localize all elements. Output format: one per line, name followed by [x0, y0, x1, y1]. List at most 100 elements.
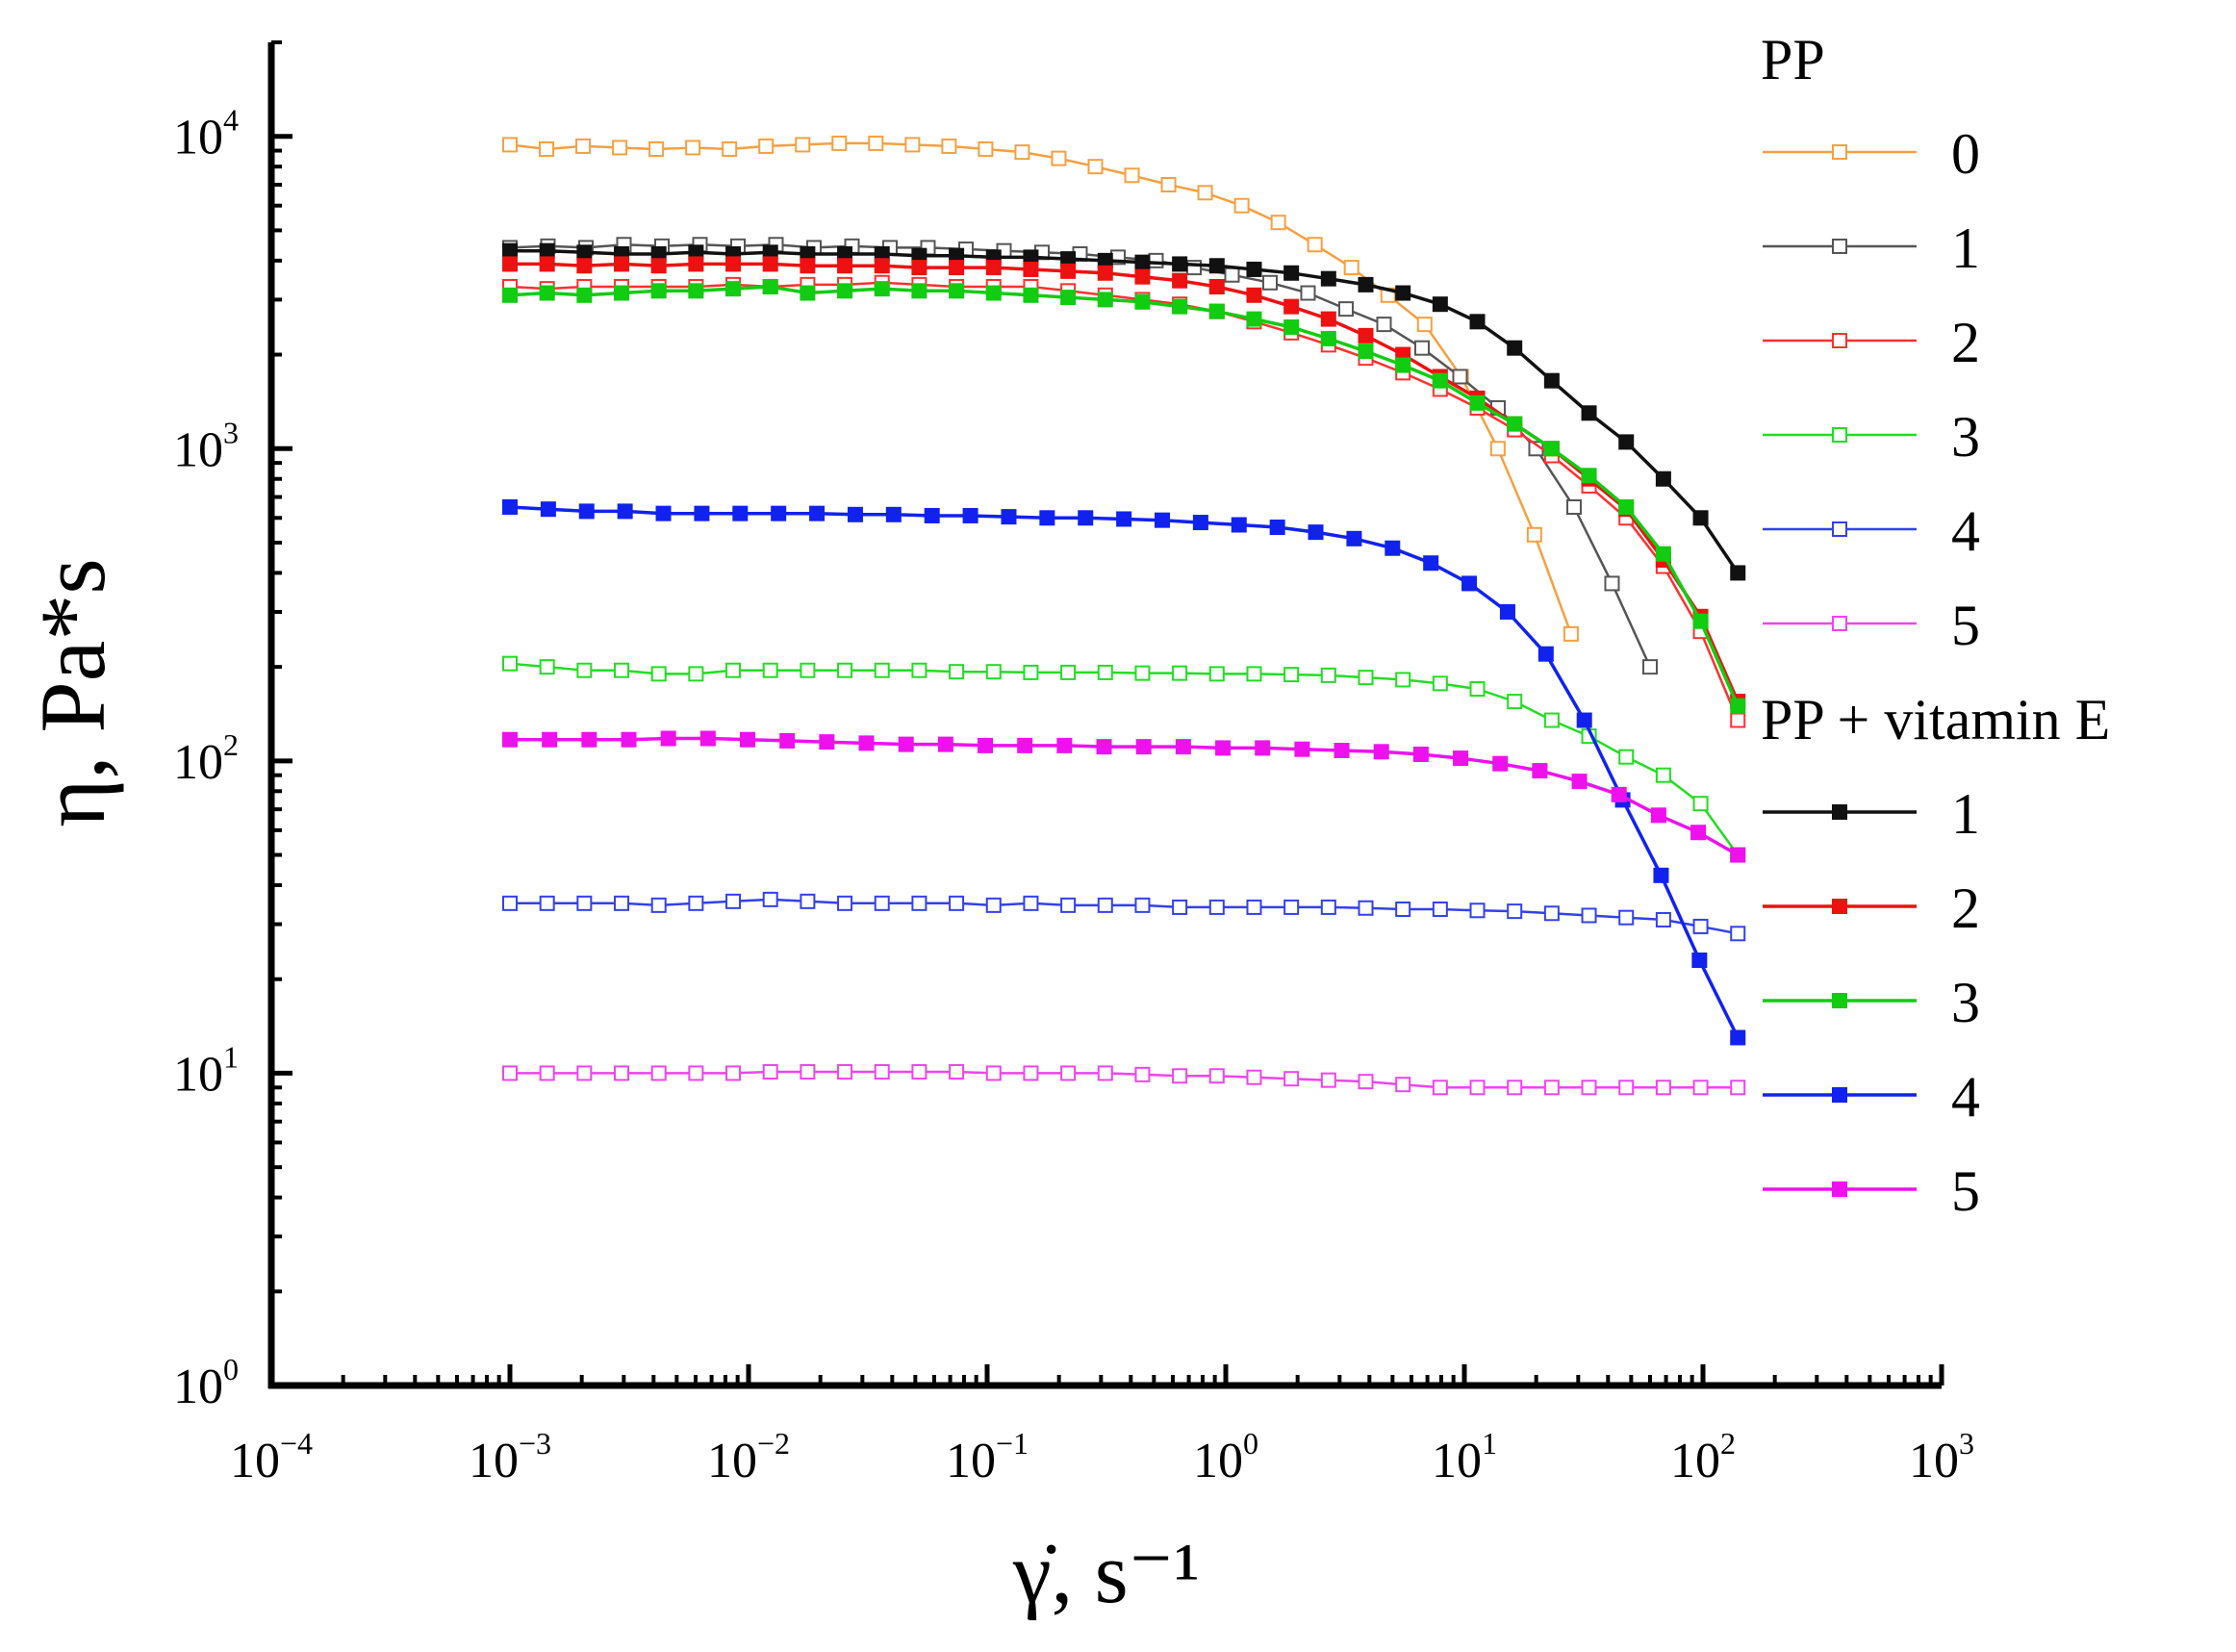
- data-point: [1395, 357, 1411, 373]
- data-point: [1172, 899, 1188, 915]
- data-point: [502, 242, 518, 259]
- data-point: [1432, 902, 1448, 918]
- data-point: [740, 731, 756, 748]
- data-point: [576, 258, 593, 274]
- data-point: [1283, 667, 1300, 683]
- data-point: [1087, 159, 1104, 175]
- data-point: [1097, 265, 1113, 281]
- series-line: [510, 262, 1740, 702]
- data-point: [1097, 897, 1113, 913]
- data-point: [1452, 369, 1468, 385]
- x-tick-label: 10−4: [230, 1426, 313, 1488]
- data-point: [650, 1065, 667, 1081]
- data-point: [1246, 666, 1262, 682]
- data-point: [1395, 902, 1411, 918]
- data-point: [1692, 510, 1709, 526]
- data-point: [1233, 197, 1250, 214]
- legend-entry: 3: [1763, 971, 1980, 1034]
- y-tick-label: 102: [173, 727, 239, 790]
- data-point: [502, 895, 518, 911]
- legend-entry: 1: [1763, 782, 1980, 846]
- data-point: [576, 1065, 593, 1081]
- data-point: [575, 138, 592, 154]
- legend-marker: [1832, 1087, 1847, 1103]
- data-point: [1507, 340, 1523, 356]
- series-line: [509, 662, 1740, 856]
- data-point: [1581, 907, 1597, 924]
- data-point: [1358, 343, 1374, 360]
- data-point: [1395, 285, 1411, 301]
- data-point: [1246, 899, 1262, 915]
- data-point: [1172, 1068, 1188, 1084]
- data-point: [614, 285, 630, 301]
- data-point: [949, 664, 965, 680]
- data-point: [1283, 265, 1300, 281]
- data-point: [1507, 1080, 1523, 1096]
- legend-marker: [1832, 899, 1847, 914]
- data-point: [1039, 510, 1055, 526]
- data-point: [612, 140, 628, 156]
- data-point: [1492, 755, 1509, 772]
- data-point: [985, 260, 1002, 276]
- data-point: [614, 256, 630, 272]
- data-point: [1246, 311, 1262, 327]
- data-point: [576, 895, 593, 911]
- legend-entry: 5: [1763, 1159, 1980, 1223]
- x-tick-label: 103: [1909, 1426, 1974, 1488]
- data-point: [650, 258, 667, 274]
- data-point: [1097, 1065, 1113, 1081]
- data-point: [1692, 613, 1709, 629]
- data-point: [874, 662, 890, 678]
- data-point: [1730, 926, 1746, 942]
- data-point: [1283, 318, 1300, 335]
- y-tick-label: 103: [173, 415, 239, 477]
- data-point: [502, 499, 518, 516]
- data-point: [1023, 664, 1039, 680]
- data-point: [1017, 737, 1033, 753]
- data-point: [1461, 575, 1478, 592]
- data-point: [1175, 739, 1191, 755]
- data-point: [985, 285, 1002, 301]
- series-line: [509, 281, 1740, 722]
- legend-label: 1: [1951, 216, 1980, 280]
- data-point: [650, 897, 667, 913]
- data-point: [1655, 767, 1671, 783]
- x-axis-title: γ̇, s⁻¹: [1012, 1526, 1200, 1621]
- x-tick-label: 10−3: [469, 1426, 551, 1488]
- legend-label: 2: [1951, 311, 1980, 374]
- legend-label: 4: [1951, 499, 1980, 563]
- data-point: [1135, 739, 1152, 755]
- data-point: [614, 662, 630, 678]
- data-point: [1056, 737, 1073, 753]
- data-point: [1543, 712, 1560, 728]
- data-point: [1343, 260, 1359, 276]
- data-point: [1655, 1080, 1671, 1096]
- series-pp-0: [502, 135, 1579, 642]
- legend-entry: 5: [1763, 594, 1980, 657]
- data-point: [1155, 512, 1171, 528]
- data-point: [1507, 903, 1523, 920]
- data-point: [837, 662, 853, 678]
- data-point: [800, 1064, 816, 1080]
- data-point: [1320, 899, 1336, 915]
- data-point: [949, 1064, 965, 1080]
- data-point: [539, 659, 555, 675]
- data-point: [1565, 499, 1582, 516]
- data-point: [1269, 520, 1285, 536]
- legend-marker: [1832, 521, 1847, 537]
- legend-label: 5: [1951, 594, 1980, 657]
- data-point: [1385, 540, 1401, 556]
- data-point: [762, 1064, 778, 1080]
- data-point: [1172, 272, 1188, 289]
- data-point: [1246, 287, 1262, 303]
- data-point: [502, 655, 518, 672]
- data-point: [1060, 290, 1077, 306]
- data-point: [1283, 1071, 1300, 1087]
- data-point: [1224, 267, 1240, 283]
- legend-marker: [1832, 616, 1847, 631]
- legend-label: 2: [1951, 877, 1980, 940]
- data-point: [1432, 1080, 1448, 1096]
- data-point: [688, 1065, 704, 1081]
- data-point: [1172, 256, 1188, 272]
- data-point: [688, 666, 704, 682]
